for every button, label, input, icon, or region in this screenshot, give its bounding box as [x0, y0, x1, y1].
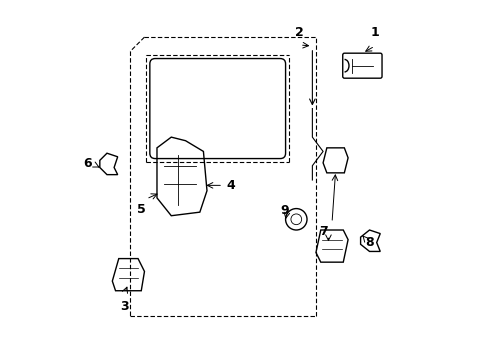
- Text: 6: 6: [83, 157, 91, 170]
- Text: 2: 2: [295, 26, 304, 39]
- Text: 8: 8: [365, 236, 373, 249]
- Text: 1: 1: [370, 26, 379, 39]
- Text: 3: 3: [120, 300, 129, 313]
- Text: 4: 4: [226, 179, 235, 192]
- Text: 9: 9: [280, 204, 288, 217]
- Text: 7: 7: [318, 225, 327, 238]
- Text: 5: 5: [136, 203, 145, 216]
